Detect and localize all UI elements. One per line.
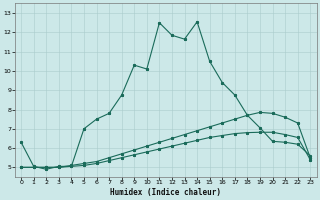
X-axis label: Humidex (Indice chaleur): Humidex (Indice chaleur) [110,188,221,197]
